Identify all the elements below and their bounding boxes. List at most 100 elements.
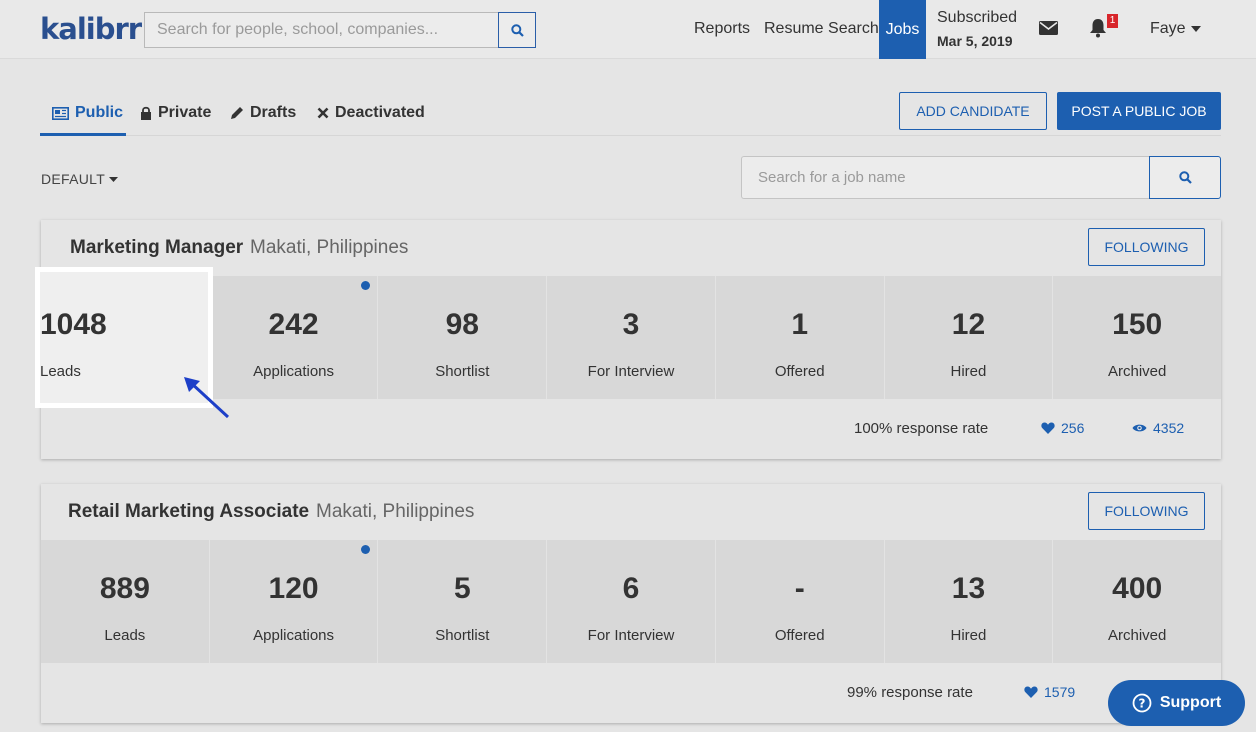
post-public-job-button[interactable]: POST A PUBLIC JOB	[1057, 92, 1221, 130]
stat-label: Shortlist	[435, 627, 490, 644]
stat-label: Applications	[253, 627, 335, 644]
nav-jobs[interactable]: Jobs	[879, 0, 926, 59]
top-navbar: kalibrr Reports Resume Search Jobs Subsc…	[0, 0, 1256, 59]
stat-label: Applications	[253, 363, 335, 380]
job-location: Makati, Philippines	[250, 237, 409, 258]
likes-value: 1579	[1044, 684, 1076, 700]
stat-shortlist[interactable]: 5 Shortlist	[378, 540, 548, 663]
stat-value: 242	[268, 308, 319, 341]
pointer-arrow-icon	[184, 377, 230, 419]
bell-icon[interactable]	[1089, 18, 1107, 38]
stat-label: For Interview	[587, 363, 675, 380]
views-count[interactable]: 4352	[1132, 420, 1184, 436]
leads-highlight[interactable]: 1048 Leads	[35, 267, 213, 408]
job-card-header: Retail Marketing Associate Makati, Phili…	[41, 484, 1221, 540]
tab-private-label: Private	[158, 104, 212, 121]
subscription-label: Subscribed	[937, 9, 1018, 26]
likes-count[interactable]: 1579	[1024, 684, 1075, 700]
stat-applications[interactable]: 120 Applications	[210, 540, 379, 663]
stat-value: 400	[1112, 572, 1163, 605]
stat-value: 12	[951, 308, 986, 341]
pencil-icon	[231, 107, 243, 119]
stat-label: Shortlist	[435, 363, 490, 380]
support-button[interactable]: ? Support	[1108, 680, 1245, 726]
response-rate: 99% response rate	[847, 684, 973, 701]
response-rate: 100% response rate	[854, 420, 989, 437]
stat-label: For Interview	[587, 627, 675, 644]
notification-badge: 1	[1107, 14, 1118, 28]
stat-value: 1	[791, 308, 809, 341]
stat-label: Hired	[950, 627, 987, 644]
job-card: Retail Marketing Associate Makati, Phili…	[41, 484, 1221, 723]
stat-value: 3	[622, 308, 640, 341]
stat-hired[interactable]: 13 Hired	[885, 540, 1054, 663]
help-icon: ?	[1132, 693, 1152, 713]
stat-for-interview[interactable]: 3 For Interview	[547, 276, 716, 399]
following-button[interactable]: FOLLOWING	[1088, 228, 1205, 266]
stat-offered[interactable]: - Offered	[716, 540, 885, 663]
stat-offered[interactable]: 1 Offered	[716, 276, 885, 399]
tab-private[interactable]: Private	[140, 104, 211, 122]
tab-public[interactable]: Public	[52, 104, 123, 122]
sort-label: DEFAULT	[41, 171, 106, 187]
job-location: Makati, Philippines	[316, 501, 475, 522]
highlight-leads-label: Leads	[40, 363, 81, 380]
stat-value: 889	[99, 572, 150, 605]
add-candidate-button[interactable]: ADD CANDIDATE	[899, 92, 1047, 130]
stat-label: Offered	[774, 363, 825, 380]
new-activity-dot	[361, 281, 371, 290]
heart-icon	[1024, 686, 1038, 698]
stat-value: 150	[1112, 308, 1163, 341]
lock-icon	[141, 106, 151, 120]
eye-icon	[1132, 424, 1147, 432]
likes-count[interactable]: 256	[1041, 420, 1084, 436]
views-value: 4352	[1153, 420, 1185, 436]
job-title[interactable]: Marketing Manager	[70, 237, 244, 258]
job-card: Marketing Manager Makati, Philippines FO…	[41, 220, 1221, 459]
pipeline-stats: 889 Leads 120 Applications 5 Shortlist 6 For…	[41, 540, 1221, 663]
kalibrr-logo[interactable]: kalibrr	[40, 12, 142, 46]
newspaper-icon	[52, 106, 69, 120]
global-search-input[interactable]	[144, 12, 498, 48]
mail-icon[interactable]	[1039, 21, 1058, 35]
tab-deactivated[interactable]: Deactivated	[317, 104, 425, 122]
active-tab-indicator	[40, 133, 126, 136]
stat-archived[interactable]: 150 Archived	[1053, 276, 1221, 399]
stat-hired[interactable]: 12 Hired	[885, 276, 1054, 399]
stat-for-interview[interactable]: 6 For Interview	[547, 540, 716, 663]
sort-dropdown[interactable]: DEFAULT	[41, 171, 119, 187]
close-icon	[317, 107, 329, 119]
tab-drafts[interactable]: Drafts	[230, 104, 296, 122]
stat-value: 98	[445, 308, 479, 341]
job-search-button[interactable]	[1149, 156, 1221, 199]
tabs-divider	[40, 135, 1221, 136]
new-activity-dot	[361, 545, 371, 554]
stat-label: Offered	[774, 627, 825, 644]
search-icon	[1178, 171, 1192, 184]
nav-reports[interactable]: Reports	[694, 20, 751, 37]
stat-label: Archived	[1107, 363, 1167, 380]
following-button[interactable]: FOLLOWING	[1088, 492, 1205, 530]
job-card-footer: 99% response rate 1579	[41, 663, 1221, 723]
nav-resume-search[interactable]: Resume Search	[764, 20, 879, 37]
stat-value: 13	[951, 572, 986, 605]
job-search-input[interactable]	[741, 156, 1150, 199]
caret-down-icon	[109, 176, 119, 182]
stat-archived[interactable]: 400 Archived	[1053, 540, 1221, 663]
stat-leads[interactable]: 889 Leads	[41, 540, 210, 663]
stat-label: Leads	[104, 627, 146, 644]
tab-drafts-label: Drafts	[250, 104, 297, 121]
stat-label: Hired	[950, 363, 987, 380]
highlight-leads-value: 1048	[40, 308, 107, 341]
stat-label: Archived	[1107, 627, 1167, 644]
likes-value: 256	[1061, 420, 1085, 436]
stat-value: 6	[622, 572, 640, 605]
stat-applications[interactable]: 242 Applications	[210, 276, 379, 399]
stat-value: -	[794, 572, 805, 605]
user-menu[interactable]: Faye	[1150, 20, 1201, 38]
user-name: Faye	[1150, 20, 1186, 37]
global-search-button[interactable]	[498, 12, 536, 48]
job-title[interactable]: Retail Marketing Associate	[68, 501, 310, 522]
stat-shortlist[interactable]: 98 Shortlist	[378, 276, 548, 399]
tab-public-label: Public	[75, 104, 124, 121]
